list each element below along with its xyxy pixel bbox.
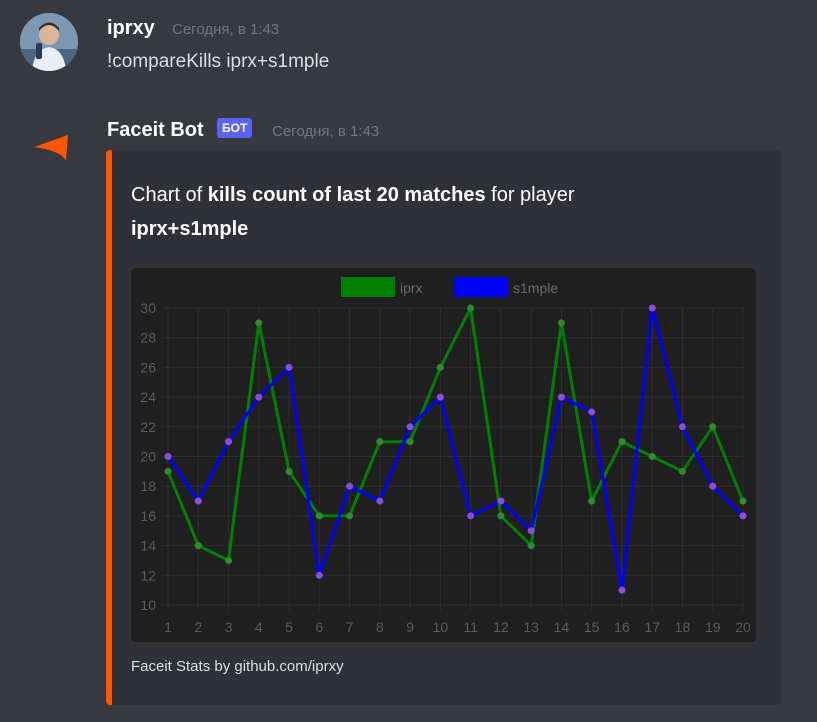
x-tick-label: 7 <box>346 619 354 635</box>
data-point-iprx[interactable] <box>436 363 444 371</box>
data-point-iprx[interactable] <box>678 467 686 475</box>
data-point-s1mple[interactable] <box>648 304 656 312</box>
data-point-iprx[interactable] <box>194 542 202 550</box>
y-tick-label: 20 <box>140 449 156 465</box>
y-tick-label: 14 <box>140 538 156 554</box>
bot-badge: БОТ <box>217 118 253 138</box>
x-tick-label: 3 <box>225 619 233 635</box>
message-faceit-bot: Faceit Bot БОТ Сегодня, в 1:43 <box>0 100 817 722</box>
y-tick-label: 10 <box>140 597 156 613</box>
data-point-s1mple[interactable] <box>225 438 233 446</box>
embed-title-part3: for player <box>485 184 575 206</box>
x-tick-label: 19 <box>705 619 721 635</box>
data-point-iprx[interactable] <box>255 319 263 327</box>
legend-swatch <box>454 277 508 297</box>
embed-card: Chart of kills count of last 20 matches … <box>106 150 781 705</box>
data-point-s1mple[interactable] <box>618 586 626 594</box>
data-point-iprx[interactable] <box>557 319 565 327</box>
data-point-iprx[interactable] <box>739 497 747 505</box>
data-point-s1mple[interactable] <box>467 512 475 520</box>
embed-title-part4: iprx+s1mple <box>131 218 249 240</box>
x-tick-label: 16 <box>614 619 630 635</box>
legend-label[interactable]: iprx <box>400 280 423 296</box>
x-tick-label: 14 <box>554 619 570 635</box>
x-tick-label: 15 <box>584 619 600 635</box>
data-point-s1mple[interactable] <box>194 497 202 505</box>
x-tick-label: 9 <box>406 619 414 635</box>
data-point-s1mple[interactable] <box>406 423 414 431</box>
data-point-iprx[interactable] <box>648 453 656 460</box>
data-point-s1mple[interactable] <box>527 527 535 535</box>
data-point-s1mple[interactable] <box>346 482 354 490</box>
data-point-s1mple[interactable] <box>588 408 596 416</box>
embed-title-part2: kills count of last 20 matches <box>207 184 486 206</box>
embed-accent-bar <box>106 150 112 705</box>
data-point-iprx[interactable] <box>346 512 354 520</box>
user-avatar[interactable] <box>20 13 78 71</box>
embed-footer: Faceit Stats by github.com/iprxy <box>131 658 344 675</box>
y-tick-label: 24 <box>140 389 156 405</box>
data-point-iprx[interactable] <box>285 467 293 475</box>
y-tick-label: 18 <box>140 478 156 494</box>
chart-image[interactable]: 10 12 14 16 18 20 22 24 26 28 30 1 2 3 4 5 6 7 8 9 10 11 12 13… <box>131 268 756 642</box>
x-tick-label: 2 <box>194 619 202 635</box>
x-tick-label: 8 <box>376 619 384 635</box>
data-point-s1mple[interactable] <box>315 571 323 579</box>
message-content: !compareKills iprx+s1mple <box>107 51 330 72</box>
x-tick-label: 5 <box>285 619 293 635</box>
data-point-iprx[interactable] <box>225 556 233 564</box>
data-point-s1mple[interactable] <box>255 393 263 401</box>
x-tick-label: 13 <box>523 619 539 635</box>
data-point-s1mple[interactable] <box>739 512 747 520</box>
data-point-s1mple[interactable] <box>436 393 444 401</box>
data-point-iprx[interactable] <box>618 438 626 446</box>
data-point-iprx[interactable] <box>406 438 414 446</box>
data-point-iprx[interactable] <box>315 512 323 520</box>
timestamp: Сегодня, в 1:43 <box>272 123 380 140</box>
y-tick-label: 16 <box>140 508 156 524</box>
x-tick-label: 11 <box>463 619 478 635</box>
data-point-iprx[interactable] <box>164 467 172 475</box>
data-point-iprx[interactable] <box>709 423 717 431</box>
data-point-s1mple[interactable] <box>557 393 565 401</box>
embed-title-part1: Chart of <box>131 184 208 206</box>
data-point-s1mple[interactable] <box>678 423 686 431</box>
x-tick-label: 1 <box>164 619 172 635</box>
data-point-s1mple[interactable] <box>709 482 717 490</box>
timestamp: Сегодня, в 1:43 <box>172 21 280 38</box>
y-tick-label: 22 <box>140 419 156 435</box>
data-point-s1mple[interactable] <box>164 453 172 460</box>
y-tick-label: 30 <box>140 300 156 316</box>
faceit-logo-icon[interactable] <box>32 133 72 163</box>
x-tick-label: 4 <box>255 619 263 635</box>
data-point-s1mple[interactable] <box>376 497 384 505</box>
y-tick-label: 12 <box>140 567 156 583</box>
data-point-iprx[interactable] <box>527 542 535 550</box>
data-point-iprx[interactable] <box>588 497 596 505</box>
message-iprxy: iprxy Сегодня, в 1:43 !compareKills iprx… <box>0 0 817 100</box>
series-line-s1mple <box>166 306 745 592</box>
y-tick-label: 28 <box>140 330 156 346</box>
data-point-iprx[interactable] <box>497 512 505 520</box>
avatar-image <box>20 13 78 71</box>
legend-swatch <box>341 277 395 297</box>
embed-title: Chart of kills count of last 20 matches … <box>131 178 731 246</box>
series-line-iprx <box>166 306 745 562</box>
data-point-s1mple[interactable] <box>497 497 505 505</box>
bot-username[interactable]: Faceit Bot <box>107 119 204 141</box>
x-tick-label: 6 <box>315 619 323 635</box>
data-point-iprx[interactable] <box>467 304 475 312</box>
y-tick-label: 26 <box>140 359 156 375</box>
x-tick-label: 20 <box>735 619 751 635</box>
data-point-s1mple[interactable] <box>285 363 293 371</box>
x-tick-label: 12 <box>493 619 509 635</box>
data-point-iprx[interactable] <box>376 438 384 446</box>
x-tick-label: 17 <box>644 619 660 635</box>
username[interactable]: iprxy <box>107 17 155 39</box>
legend-label[interactable]: s1mple <box>513 280 558 296</box>
x-tick-label: 18 <box>675 619 691 635</box>
x-tick-label: 10 <box>433 619 449 635</box>
